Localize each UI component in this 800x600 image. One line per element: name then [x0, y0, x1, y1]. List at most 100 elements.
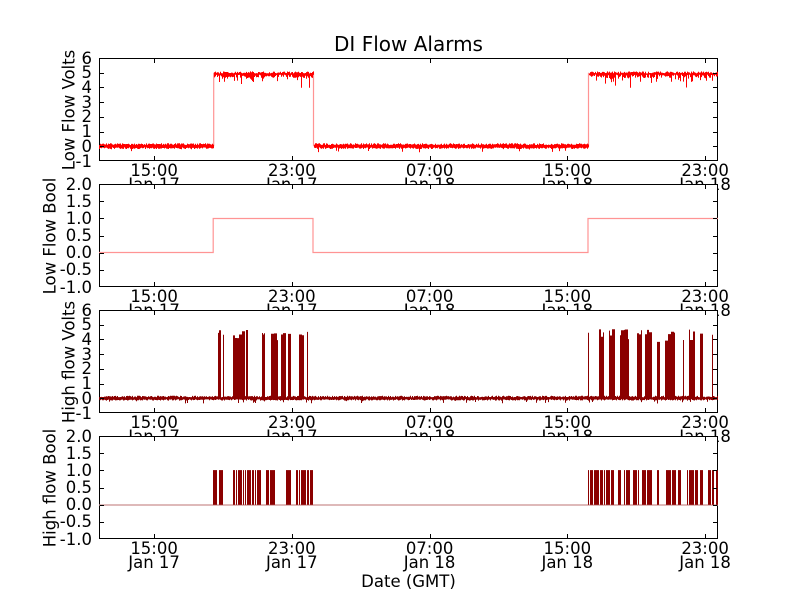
y-tick-label: 0.0	[65, 495, 92, 515]
bool-burst-bar	[712, 470, 714, 505]
y-tick-label: 1.5	[65, 443, 92, 463]
x-tick-time-label: 23:00	[268, 287, 316, 306]
y-tick-label: 2.0	[65, 174, 92, 194]
y-tick-label: 0.5	[65, 226, 92, 245]
y-tick-label: -1.0	[59, 529, 92, 549]
bool-burst-bar	[647, 470, 652, 505]
bool-burst-bar	[611, 470, 614, 505]
bool-burst-bar	[606, 470, 610, 505]
y-tick-label: -1.0	[59, 277, 92, 297]
subplot-4-axes	[99, 436, 718, 539]
tick-marks	[100, 436, 717, 539]
bool-burst-bar	[672, 470, 676, 505]
tick-marks	[100, 58, 717, 161]
y-tick-label: 1.0	[65, 208, 92, 228]
x-tick-time-label: 23:00	[681, 287, 729, 306]
tick-marks	[100, 184, 717, 287]
y-tick-label: 3	[81, 344, 93, 364]
bool-burst-bar	[700, 470, 703, 505]
bool-burst-bar	[642, 470, 646, 505]
axes-frame	[99, 436, 718, 539]
subplot-2-axes	[99, 184, 718, 287]
bool-burst-bar	[626, 470, 630, 505]
bool-burst-bar	[286, 470, 291, 505]
y-tick-label: 0	[81, 388, 93, 408]
y-tick-label: 6	[81, 300, 93, 320]
x-tick-date-label: Jan 17	[265, 553, 318, 572]
x-tick-time-label: 23:00	[681, 161, 729, 180]
x-tick-date-label: Jan 18	[679, 553, 731, 572]
subplot-1-axes	[99, 58, 718, 161]
bool-burst-bar	[633, 470, 637, 505]
x-tick-time-label: 15:00	[543, 413, 592, 432]
y-axis-label: Low Flow Bool	[40, 177, 60, 294]
x-tick-time-label: 23:00	[681, 539, 729, 558]
x-tick-time-label: 15:00	[130, 539, 178, 558]
x-tick-time-label: 07:00	[405, 161, 454, 180]
x-tick-time-label: 07:00	[405, 413, 454, 432]
axes-frame	[99, 184, 718, 287]
series-underlay	[213, 72, 590, 147]
series-low-flow-volts	[99, 71, 718, 153]
series-high-flow-volts	[99, 329, 718, 404]
bool-burst-bar	[255, 470, 256, 505]
bool-burst-bar	[638, 470, 639, 505]
bool-burst-bar	[687, 470, 688, 505]
bool-burst-bar	[708, 470, 711, 505]
x-tick-time-label: 07:00	[405, 539, 454, 558]
bool-burst-bar	[666, 470, 671, 505]
x-tick-time-label: 23:00	[268, 161, 316, 180]
bool-burst-bar	[219, 470, 223, 505]
y-tick-label: 2	[81, 107, 93, 127]
bool-burst-bar	[588, 470, 589, 505]
y-tick-label: 1.0	[65, 460, 92, 480]
y-tick-label: -0.5	[59, 260, 92, 280]
bool-burst-bar	[307, 470, 309, 505]
y-tick-label: 1	[81, 374, 93, 394]
x-tick-time-label: 23:00	[268, 539, 316, 558]
y-tick-label: 2	[81, 359, 93, 379]
y-tick-label: 5	[81, 63, 93, 83]
series-low-flow-bool	[99, 217, 718, 254]
bool-burst-bar	[689, 470, 694, 505]
bool-burst-bar	[590, 470, 593, 505]
y-tick-label: 1	[81, 122, 93, 142]
bool-burst-bar	[301, 470, 306, 505]
x-tick-date-label: Jan 18	[403, 553, 456, 572]
bool-burst-bar	[245, 470, 246, 505]
bool-burst-bar	[600, 470, 603, 505]
bool-burst-bar	[296, 470, 298, 505]
subplot-3-axes	[99, 310, 718, 413]
bool-burst-bar	[243, 470, 244, 505]
x-tick-time-label: 15:00	[543, 161, 592, 180]
y-tick-label: 0	[81, 136, 93, 156]
x-tick-date-label: Jan 18	[541, 553, 594, 572]
x-tick-time-label: 15:00	[130, 287, 178, 306]
bool-burst-bar	[716, 470, 718, 505]
bool-burst-bar	[657, 470, 659, 505]
y-tick-label: 3	[81, 92, 93, 112]
y-axis-label: High flow Bool	[40, 428, 60, 547]
bool-burst-bar	[299, 470, 300, 505]
y-tick-label: 0.5	[65, 478, 92, 497]
y-axis-label: High flow Volts	[59, 300, 79, 423]
x-tick-time-label: 23:00	[681, 413, 729, 432]
chart-title: DI Flow Alarms	[334, 32, 483, 56]
bool-burst-bar	[238, 470, 242, 505]
bool-burst-bar	[247, 470, 251, 505]
y-tick-label: 5	[81, 315, 93, 335]
bool-burst-bar	[270, 470, 275, 505]
y-tick-label: 4	[81, 77, 93, 97]
y-tick-label: -1	[75, 403, 92, 423]
y-axis-label: Low Flow Volts	[59, 49, 79, 170]
bool-burst-bar	[236, 470, 237, 505]
bool-burst-bar	[604, 470, 605, 505]
bool-burst-bar	[678, 470, 681, 505]
x-tick-time-label: 15:00	[543, 287, 592, 306]
x-tick-time-label: 15:00	[543, 539, 592, 558]
bool-burst-bar	[257, 470, 261, 505]
y-tick-label: -1	[75, 151, 92, 171]
bool-burst-bar	[618, 470, 621, 505]
y-tick-label: 0.0	[65, 243, 92, 263]
